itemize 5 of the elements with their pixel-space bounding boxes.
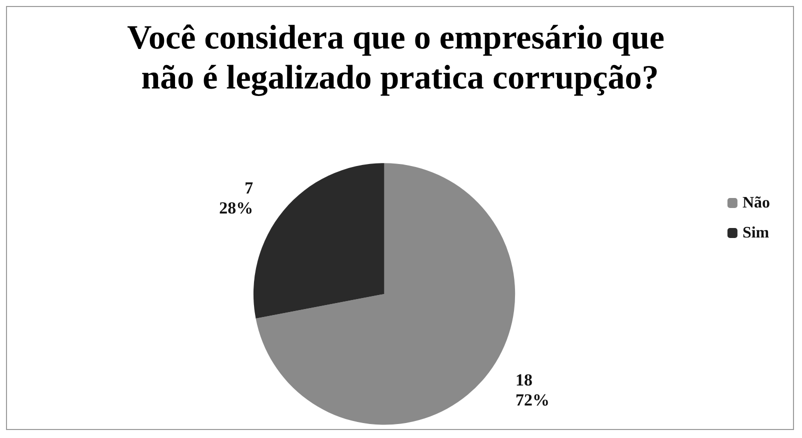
- data-label: 7 28%: [219, 178, 254, 218]
- data-label: 18 72%: [515, 370, 550, 410]
- chart-title: Você considera que o empresário que não é legalizado pratica corrupção?: [127, 20, 673, 96]
- legend-label: Sim: [742, 224, 770, 242]
- legend-label: Não: [742, 194, 770, 212]
